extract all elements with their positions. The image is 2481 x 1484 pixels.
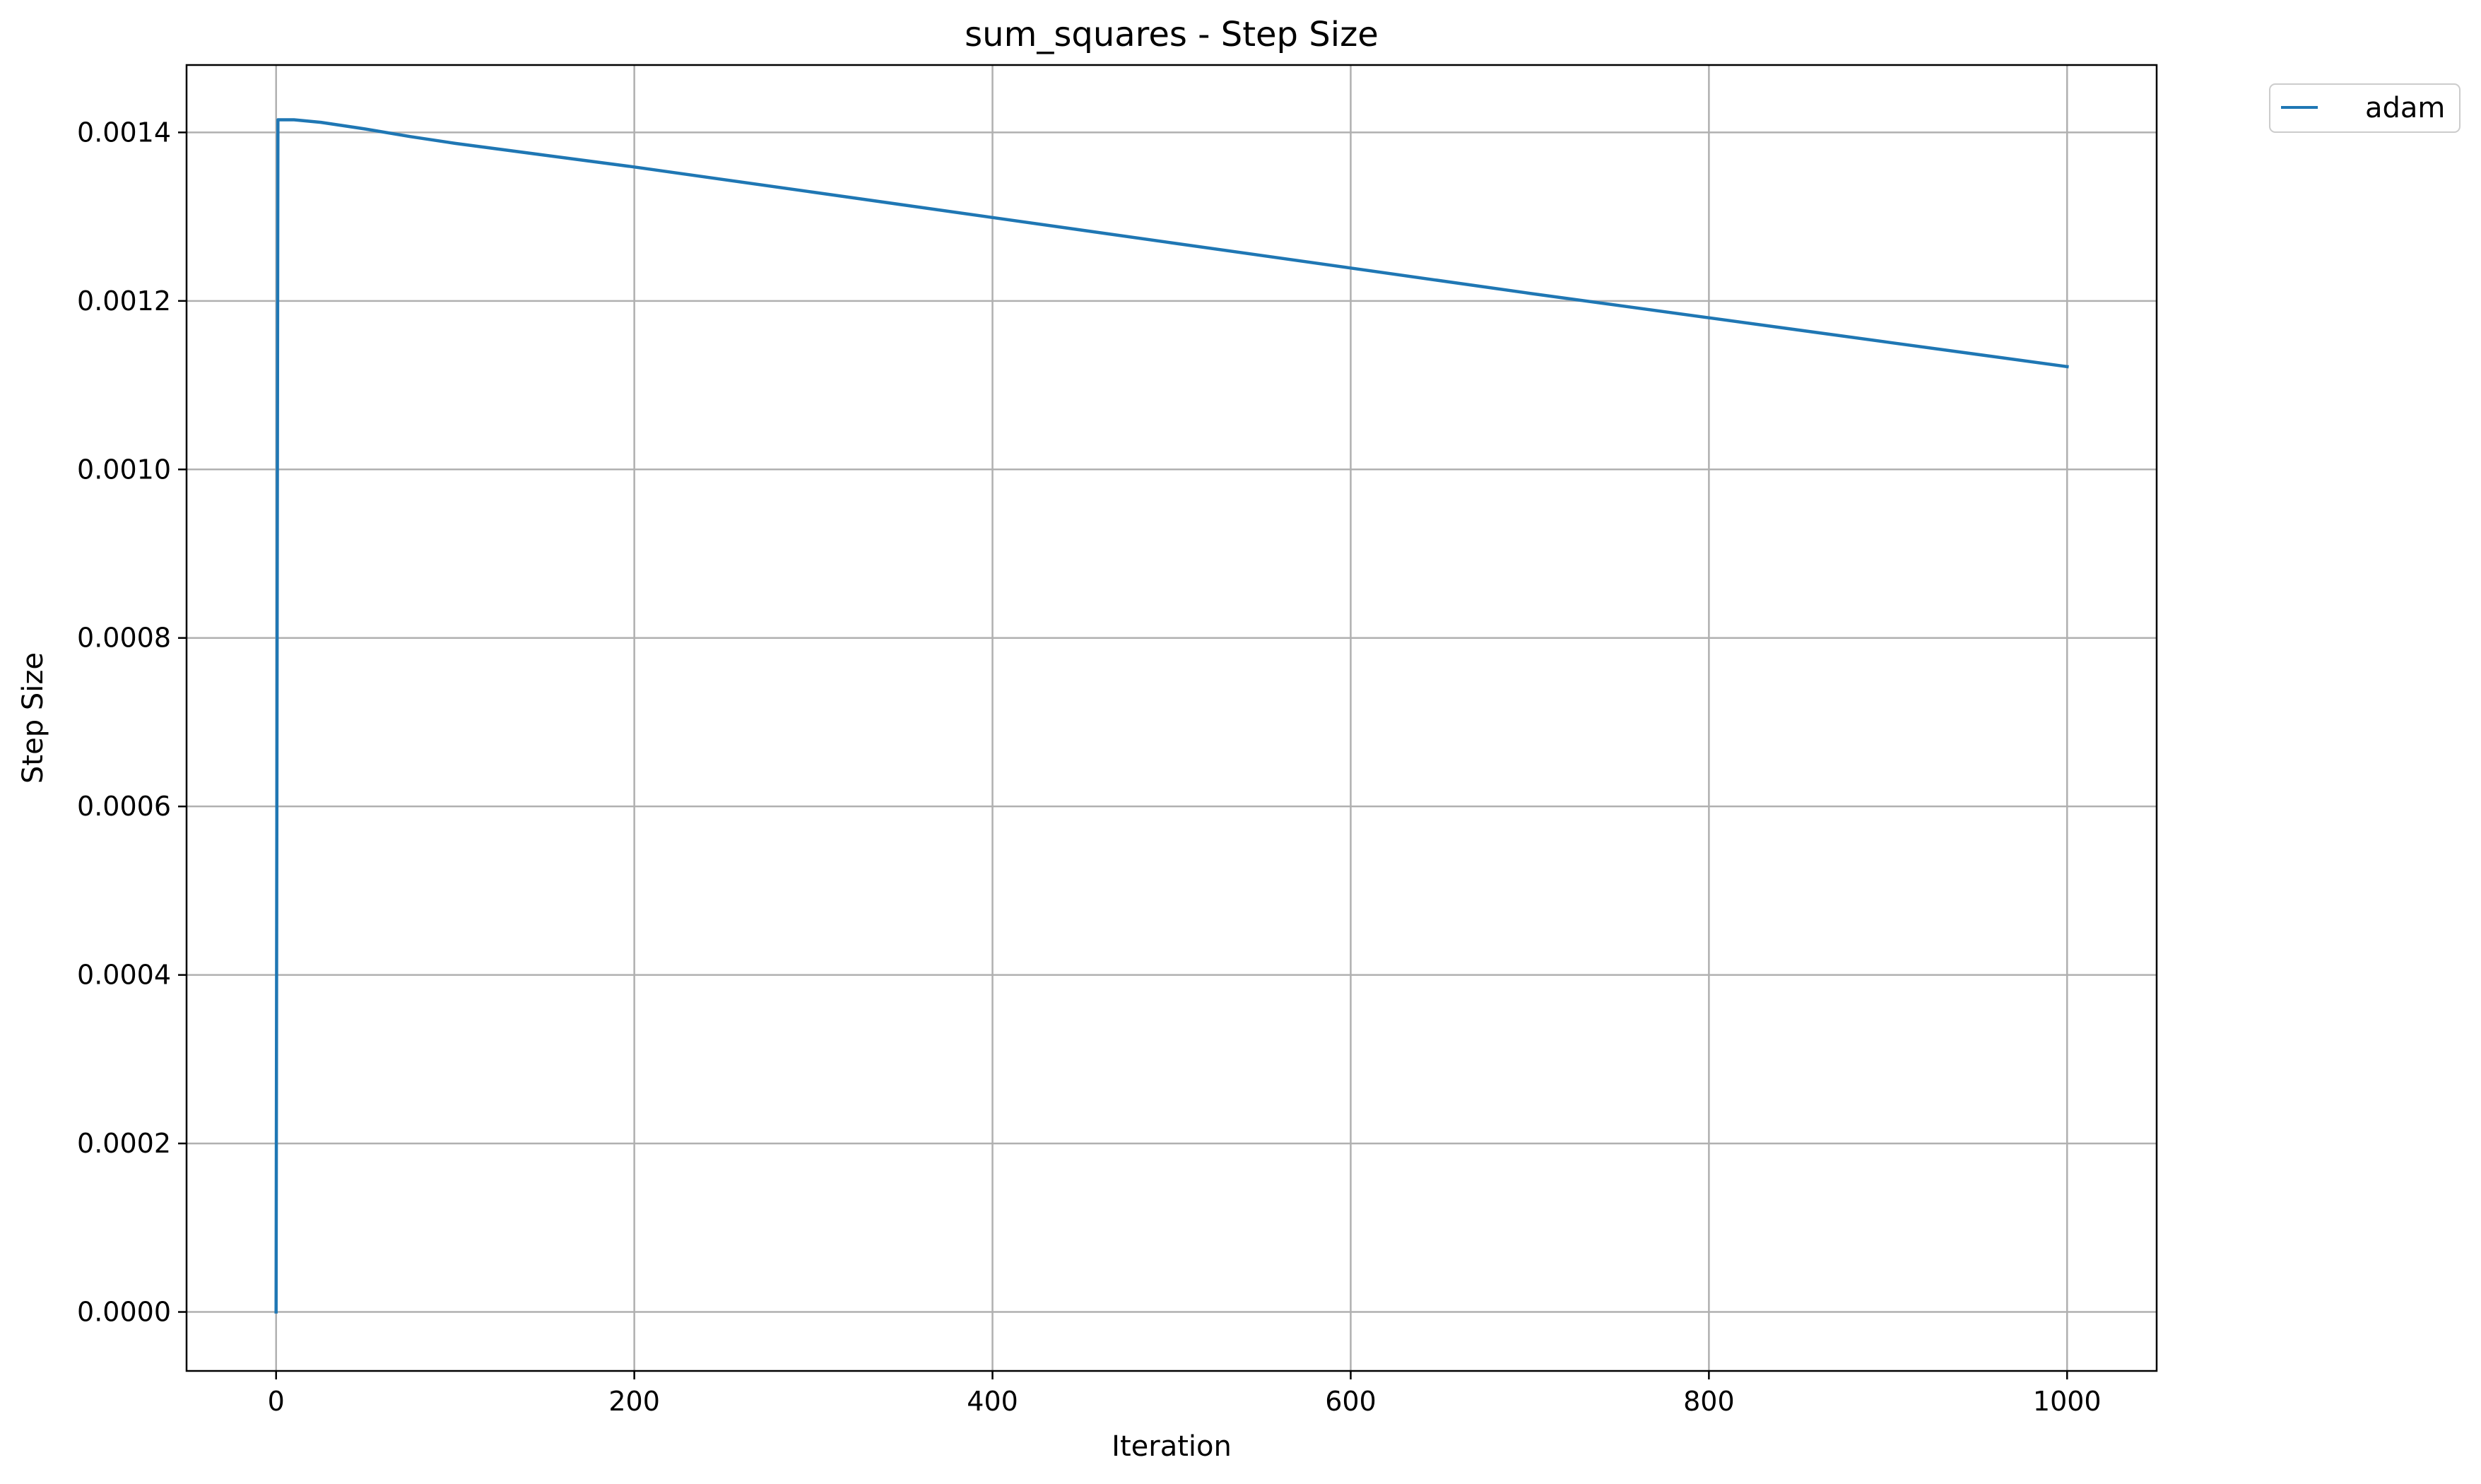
- y-tick-label: 0.0010: [77, 454, 171, 485]
- y-tick-label: 0.0006: [77, 791, 171, 822]
- y-tick-label: 0.0004: [77, 960, 171, 991]
- y-tick-label: 0.0000: [77, 1297, 171, 1328]
- y-tick-label: 0.0008: [77, 623, 171, 654]
- legend-frame: [2269, 83, 2461, 133]
- x-tick-label: 0: [268, 1386, 285, 1417]
- ticks: 0 200 400 600 800 1000 0.0000 0.0002 0.0004 0.000…: [77, 117, 2102, 1417]
- grid: [187, 65, 2157, 1371]
- x-tick-label: 200: [608, 1386, 660, 1417]
- y-tick-label: 0.0002: [77, 1128, 171, 1159]
- plot-series: [274, 118, 2069, 1314]
- plot-frame: [185, 64, 2158, 1372]
- x-tick-label: 600: [1325, 1386, 1377, 1417]
- series-line-adam: [274, 118, 2069, 1314]
- y-tick-label: 0.0012: [77, 285, 171, 317]
- y-tick-label: 0.0014: [77, 117, 171, 148]
- legend: adam: [2269, 83, 2461, 133]
- y-axis-label: Step Size: [17, 652, 49, 784]
- legend-label-adam: adam: [2365, 92, 2445, 124]
- x-tick-label: 400: [967, 1386, 1018, 1417]
- chart-title: sum_squares - Step Size: [965, 15, 1379, 54]
- x-tick-label: 1000: [2033, 1386, 2102, 1417]
- x-axis-label: Iteration: [1112, 1430, 1232, 1463]
- x-tick-label: 800: [1683, 1386, 1735, 1417]
